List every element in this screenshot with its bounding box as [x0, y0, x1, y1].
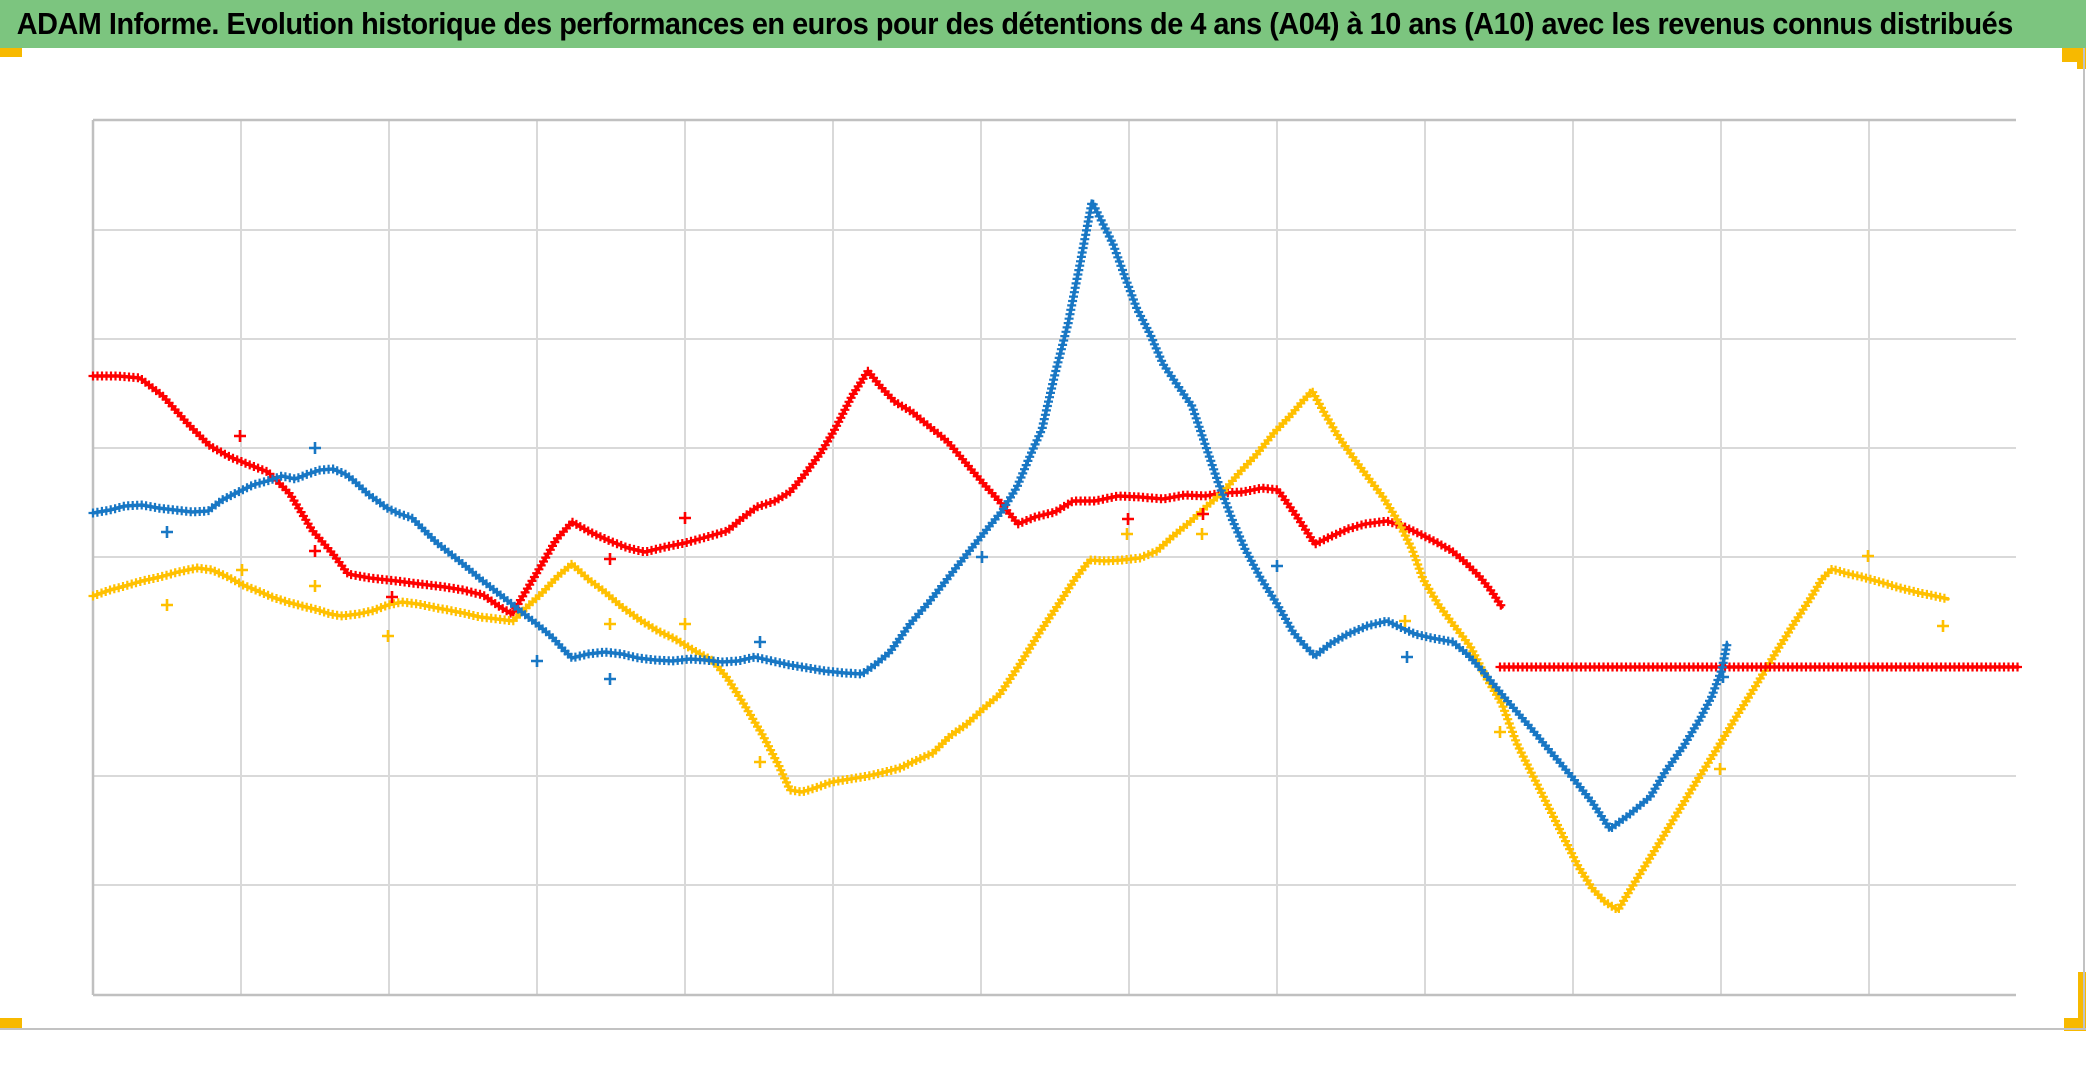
- corner-accent-top-left: [0, 48, 22, 57]
- series-red-line: [91, 369, 1504, 616]
- chart-area: [0, 48, 2086, 1031]
- series-yellow-plus-markers: [88, 387, 1949, 913]
- corner-accent-bottom-left: [0, 1018, 22, 1030]
- outlier-markers-red: [234, 430, 1209, 603]
- series-red-plus-markers: [88, 366, 1506, 618]
- corner-accent-bottom-right-v: [2078, 972, 2086, 1020]
- corner-accent-bottom-right-h: [2064, 1018, 2086, 1031]
- right-edge: [2083, 48, 2085, 1029]
- series-blue-line: [91, 200, 1729, 831]
- title-bar: ADAM Informe. Evolution historique des p…: [0, 0, 2086, 48]
- corner-accent-top-right-h: [2062, 48, 2086, 62]
- outlier-markers-yellow: [161, 528, 1949, 775]
- outlier-markers-blue: [161, 442, 1729, 685]
- series-blue-plus-markers: [88, 199, 1732, 832]
- series-red-flat-plus-markers: [1495, 662, 2022, 672]
- performance-chart: [88, 118, 2022, 997]
- bottom-edge: [0, 1028, 2086, 1030]
- chart-title: ADAM Informe. Evolution historique des p…: [16, 6, 2014, 41]
- corner-accent-top-right-tab: [2077, 62, 2086, 69]
